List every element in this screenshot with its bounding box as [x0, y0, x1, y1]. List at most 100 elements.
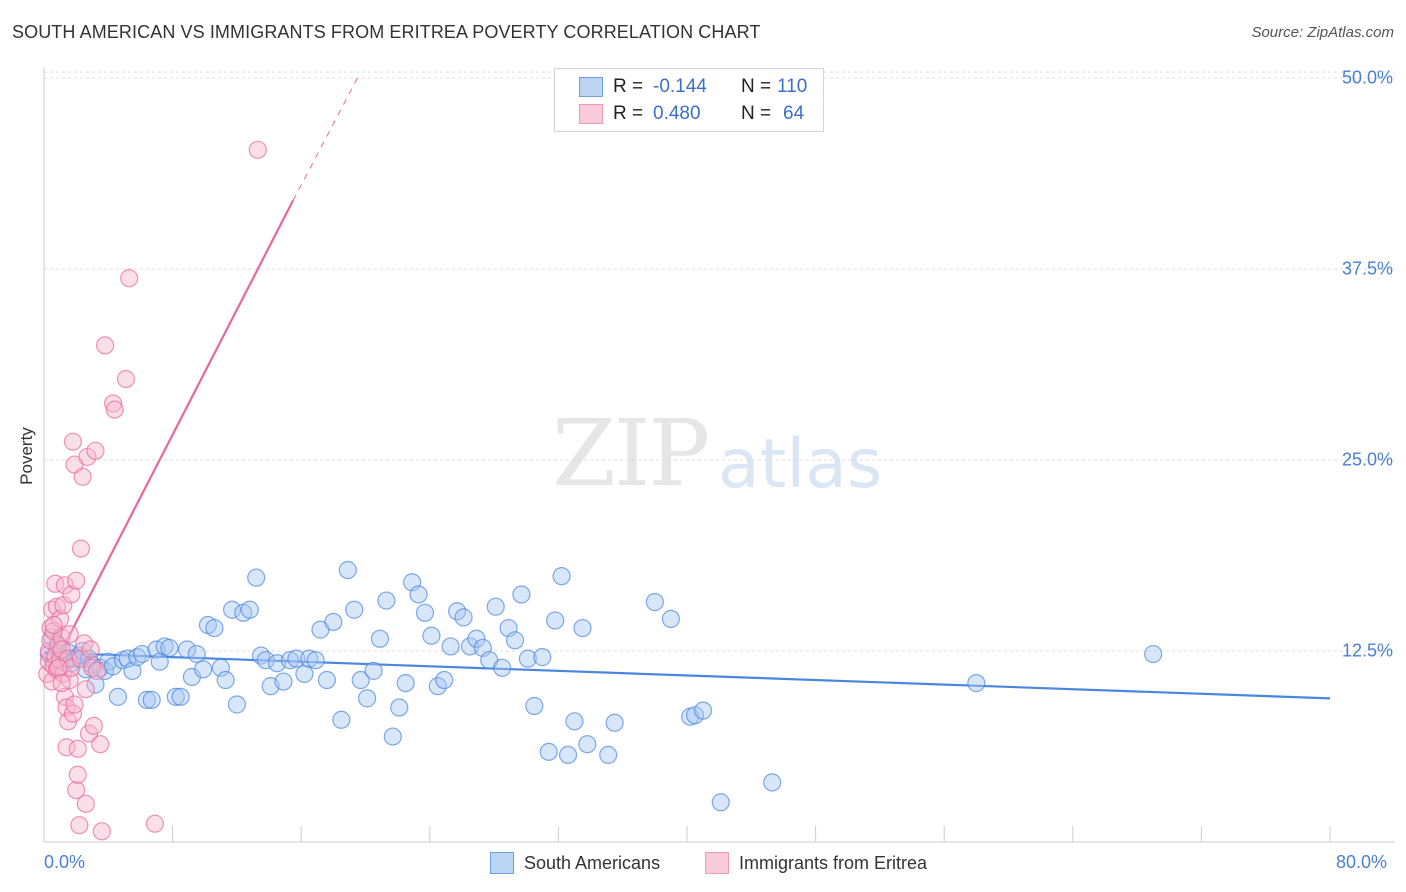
point-south-american: [711, 793, 730, 812]
legend: R = -0.144 N = 110 R = 0.480 N = 64: [554, 68, 824, 132]
point-eritrea: [105, 400, 124, 419]
point-eritrea: [70, 816, 89, 835]
y-tick-label: 37.5%: [1341, 258, 1393, 279]
point-south-american: [364, 661, 383, 680]
point-south-american: [216, 670, 235, 690]
point-eritrea: [52, 640, 71, 659]
legend-swatch-blue: [579, 77, 603, 97]
point-south-american: [108, 687, 128, 706]
point-south-american: [123, 661, 142, 680]
point-south-american: [578, 735, 597, 754]
point-south-american: [287, 649, 306, 668]
point-south-american: [345, 600, 364, 619]
point-south-american: [256, 651, 275, 670]
source-label: Source: ZipAtlas.com: [1251, 24, 1394, 41]
point-south-american: [132, 644, 152, 664]
trend-lines: [43, 77, 1331, 700]
point-eritrea: [83, 658, 102, 677]
point-south-american: [435, 670, 454, 690]
point-eritrea: [86, 441, 105, 460]
trend-line-eritrea: [49, 199, 295, 673]
point-south-american: [142, 690, 161, 709]
point-south-american: [377, 591, 396, 610]
point-south-american: [422, 626, 441, 645]
point-south-american: [546, 611, 565, 630]
point-south-american: [396, 673, 415, 693]
point-south-american: [222, 600, 242, 619]
legend-n-value: 110: [777, 76, 808, 97]
point-eritrea: [63, 432, 83, 451]
point-south-american: [306, 651, 325, 670]
point-eritrea: [76, 680, 95, 699]
legend-r-value: -0.144: [653, 76, 707, 97]
point-eritrea: [68, 739, 87, 758]
point-south-american: [128, 648, 147, 667]
point-eritrea: [92, 822, 111, 841]
point-eritrea: [116, 369, 136, 389]
grid-lines: [44, 71, 1395, 652]
point-south-american: [505, 631, 525, 650]
point-south-american: [166, 687, 185, 706]
trend-line-eritrea-extension: [292, 77, 358, 201]
data-points: [38, 140, 1163, 841]
point-south-american: [467, 629, 486, 648]
x-tick-label-min: 0.0%: [44, 852, 86, 872]
point-south-american: [533, 648, 552, 667]
bottom-legend-south-americans: South Americans: [490, 852, 660, 874]
point-south-american: [441, 637, 460, 656]
point-south-american: [274, 672, 293, 691]
point-south-american: [300, 649, 319, 668]
point-eritrea: [60, 625, 79, 644]
point-eritrea: [120, 269, 139, 288]
point-south-american: [645, 593, 664, 612]
bottom-legend-swatch-pink: [705, 852, 729, 874]
point-eritrea: [104, 394, 123, 413]
point-south-american: [565, 712, 584, 731]
point-eritrea: [91, 735, 110, 754]
bottom-legend-eritrea: Immigrants from Eritrea: [705, 852, 927, 874]
point-south-american: [358, 689, 377, 708]
point-south-american: [317, 670, 337, 690]
point-south-american: [539, 742, 558, 761]
point-eritrea: [248, 140, 267, 159]
point-south-american: [187, 644, 206, 664]
point-eritrea: [71, 539, 91, 558]
point-south-american: [1144, 644, 1163, 664]
point-south-american: [295, 664, 314, 684]
legend-r-label: R =: [613, 76, 644, 97]
point-south-american: [351, 670, 370, 690]
x-tick-label-max: 80.0%: [1336, 852, 1388, 872]
point-south-american: [518, 649, 537, 668]
point-eritrea: [68, 765, 87, 784]
point-eritrea: [87, 661, 107, 680]
point-south-american: [194, 660, 213, 679]
point-south-american: [227, 695, 246, 714]
legend-row-eritrea: R = 0.480 N = 64: [579, 102, 804, 126]
legend-n-label: N =: [741, 103, 772, 124]
point-eritrea: [62, 585, 81, 604]
y-tick-label: 25.0%: [1341, 449, 1393, 470]
point-south-american: [332, 710, 351, 729]
trend-line-south-americans: [43, 651, 1331, 700]
point-south-american: [324, 612, 343, 632]
y-tick-label: 50.0%: [1341, 67, 1393, 88]
point-south-american: [137, 690, 156, 709]
y-tick-label: 12.5%: [1341, 640, 1393, 661]
point-south-american: [512, 585, 531, 604]
point-south-american: [390, 698, 409, 717]
chart-title: SOUTH AMERICAN VS IMMIGRANTS FROM ERITRE…: [12, 22, 761, 42]
point-south-american: [247, 568, 266, 587]
point-eritrea: [63, 704, 83, 723]
point-south-american: [160, 638, 179, 658]
legend-n-value: 64: [783, 103, 805, 124]
point-eritrea: [62, 658, 81, 677]
point-south-american: [605, 713, 624, 732]
point-south-american: [240, 600, 259, 619]
point-eritrea: [76, 794, 95, 813]
point-south-american: [177, 640, 197, 659]
point-eritrea: [55, 576, 74, 595]
point-eritrea: [73, 467, 92, 486]
point-south-american: [661, 609, 681, 629]
axes: [43, 68, 1395, 843]
